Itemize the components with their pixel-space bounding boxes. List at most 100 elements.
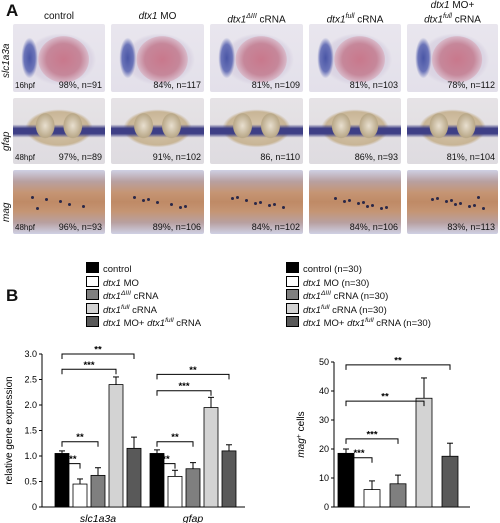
stained-cell-dot bbox=[454, 203, 457, 206]
bar bbox=[54, 453, 70, 508]
bar bbox=[90, 474, 106, 508]
row-label-slc1a3a: slc1a3a bbox=[1, 43, 12, 78]
percentage-label: 83%, n=113 bbox=[447, 222, 495, 232]
stained-cell-dot bbox=[371, 204, 374, 207]
stained-cell-dot bbox=[36, 207, 39, 210]
stained-cell-dot bbox=[236, 196, 239, 199]
percentage-label: 81%, n=104 bbox=[446, 152, 495, 162]
stained-cell-dot bbox=[133, 196, 136, 199]
stained-cell-dot bbox=[468, 205, 471, 208]
y-tick-label: 0 bbox=[32, 502, 37, 512]
significance-label: ** bbox=[381, 392, 389, 403]
significance-bracket bbox=[61, 368, 117, 375]
percentage-label: 97%, n=89 bbox=[58, 152, 102, 162]
y-tick-label: 2.5 bbox=[24, 375, 37, 385]
percentage-label: 89%, n=106 bbox=[152, 222, 201, 232]
legend-entry-2: dtx1ΔIII cRNA (n=30) bbox=[286, 289, 388, 302]
percentage-label: 91%, n=102 bbox=[152, 152, 201, 162]
micrograph-gfap-1: 91%, n=102 bbox=[111, 98, 204, 164]
legend-swatch bbox=[286, 262, 299, 273]
bar bbox=[185, 468, 201, 508]
percentage-label: 86, n=110 bbox=[260, 152, 300, 162]
y-tick-label: 3.0 bbox=[24, 349, 37, 359]
y-tick-label: 30 bbox=[319, 415, 329, 425]
column-header-4: dtx1 MO+ dtx1full cRNA bbox=[424, 0, 481, 26]
stained-cell-dot bbox=[334, 197, 337, 200]
stained-cell-dot bbox=[259, 201, 262, 204]
stained-cell-dot bbox=[482, 207, 485, 210]
bar bbox=[415, 397, 433, 508]
bar bbox=[167, 475, 183, 508]
stained-cell-dot bbox=[473, 204, 476, 207]
stained-cell-dot bbox=[268, 204, 271, 207]
legend-entry-4: dtx1 MO+ dtx1full cRNA (n=30) bbox=[286, 316, 431, 329]
significance-bracket bbox=[345, 400, 425, 407]
legend-entry-1: dtx1 MO bbox=[86, 275, 139, 289]
legend-swatch bbox=[86, 262, 99, 273]
stained-cell-dot bbox=[459, 202, 462, 205]
significance-bracket bbox=[61, 463, 81, 469]
significance-label: ** bbox=[189, 365, 197, 376]
column-header-3: dtx1full cRNA bbox=[326, 13, 384, 26]
bar bbox=[126, 447, 142, 508]
significance-bracket bbox=[345, 438, 399, 444]
legend-swatch bbox=[86, 275, 99, 287]
stained-cell-dot bbox=[156, 201, 159, 204]
micrograph-mag-0: 48hpf 96%, n=93 bbox=[13, 170, 105, 234]
stained-cell-dot bbox=[231, 197, 234, 200]
legend-entry-3: dtx1full cRNA (n=30) bbox=[286, 302, 387, 316]
column-header-1: dtx1 MO bbox=[138, 11, 177, 22]
stained-cell-dot bbox=[445, 200, 448, 203]
legend-entry-0: control bbox=[86, 262, 132, 275]
micrograph-gfap-2: 86, n=110 bbox=[210, 98, 303, 164]
stained-cell-dot bbox=[385, 206, 388, 209]
percentage-label: 81%, n=109 bbox=[251, 80, 300, 90]
stained-cell-dot bbox=[245, 199, 248, 202]
legend-entry-3: dtx1full cRNA bbox=[86, 302, 157, 316]
stained-cell-dot bbox=[362, 201, 365, 204]
stained-cell-dot bbox=[380, 207, 383, 210]
stained-cell-dot bbox=[436, 197, 439, 200]
percentage-label: 84%, n=106 bbox=[349, 222, 398, 232]
panel-b-label: B bbox=[6, 286, 19, 305]
gene-expression-chart: 0 0.5 1.0 1.5 2.0 2.5 3.0 relative gene express… bbox=[4, 345, 245, 523]
significance-bracket bbox=[156, 390, 212, 396]
percentage-label: 86%, n=93 bbox=[354, 152, 398, 162]
stained-cell-dot bbox=[59, 200, 62, 203]
significance-label: *** bbox=[353, 448, 364, 459]
stage-label: 16hpf bbox=[15, 81, 36, 90]
y-tick-label: 20 bbox=[319, 444, 329, 454]
significance-bracket bbox=[61, 353, 135, 359]
percentage-label: 78%, n=112 bbox=[447, 80, 495, 90]
row-label-mag: mag bbox=[1, 202, 12, 222]
legend-swatch bbox=[286, 289, 299, 300]
row-label-gfap: gfap bbox=[1, 131, 12, 151]
micrograph-slc1a3a-2: 81%, n=109 bbox=[210, 24, 303, 92]
panel-a-label: A bbox=[6, 1, 19, 20]
micrograph-gfap-4: 81%, n=104 bbox=[407, 98, 498, 164]
y-tick-label: 1.0 bbox=[24, 451, 37, 461]
y-tick-label: 10 bbox=[319, 473, 329, 483]
y-tick-label: 1.5 bbox=[24, 426, 37, 436]
stage-label: 48hpf bbox=[15, 223, 36, 232]
legend-swatch bbox=[286, 302, 299, 314]
y-tick-label: 50 bbox=[319, 357, 329, 367]
significance-bracket bbox=[61, 441, 99, 447]
significance-label: ** bbox=[76, 432, 84, 443]
stained-cell-dot bbox=[431, 198, 434, 201]
stained-cell-dot bbox=[82, 205, 85, 208]
y-tick-label: 0 bbox=[324, 502, 329, 512]
stained-cell-dot bbox=[343, 200, 346, 203]
micrograph-gfap-3: 86%, n=93 bbox=[309, 98, 401, 164]
micrograph-mag-4: 83%, n=113 bbox=[407, 170, 498, 234]
bar bbox=[108, 384, 124, 508]
column-header-0: control bbox=[43, 11, 74, 22]
y-axis-label: relative gene expression bbox=[4, 376, 15, 484]
stained-cell-dot bbox=[348, 199, 351, 202]
micrograph-mag-3: 84%, n=106 bbox=[309, 170, 401, 234]
significance-label: *** bbox=[65, 454, 76, 465]
significance-bracket bbox=[345, 364, 451, 370]
stained-cell-dot bbox=[45, 198, 48, 201]
micrograph-gfap-0: 48hpf 97%, n=89 bbox=[13, 98, 105, 164]
